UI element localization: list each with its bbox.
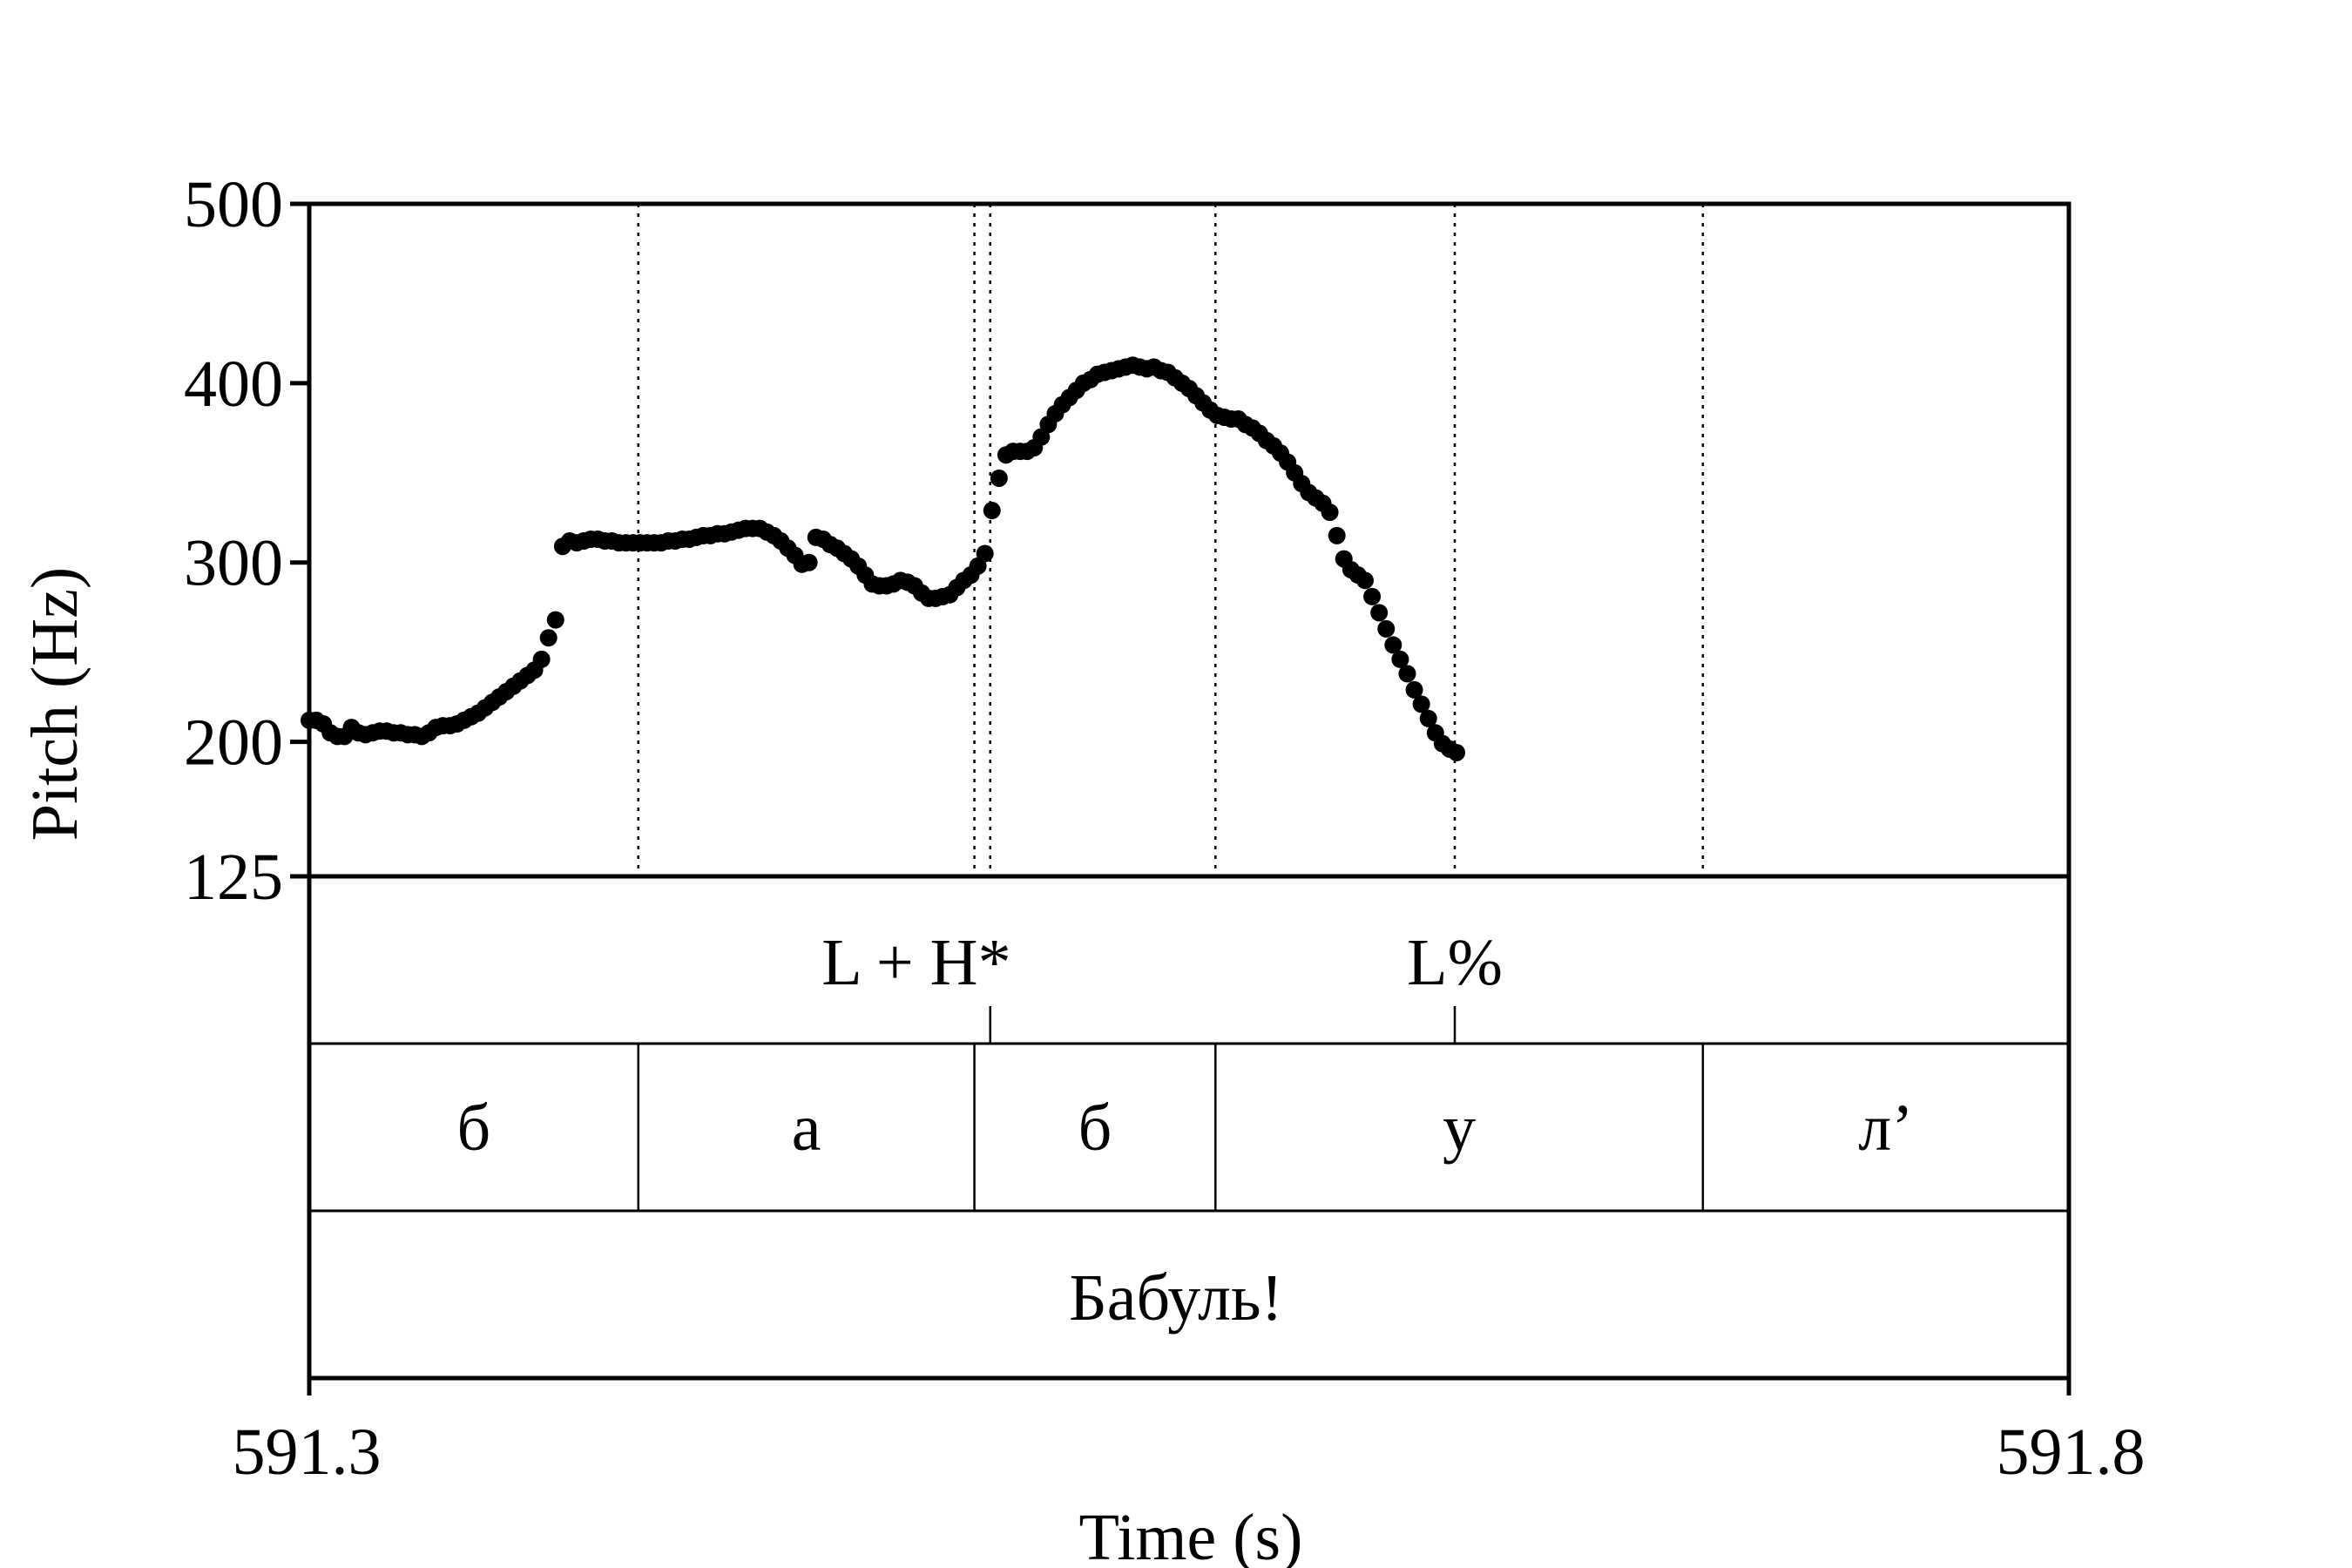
word-label: Бабуль! <box>1069 1261 1283 1335</box>
pitch-point <box>532 650 551 668</box>
pitch-point <box>1398 665 1416 683</box>
pitch-point <box>1391 650 1409 668</box>
y-tick-labels: 500 400 300 200 125 <box>184 168 283 914</box>
x-axis-title: Time (s) <box>1079 1501 1303 1568</box>
pitch-points <box>301 356 1466 761</box>
segment-label: л’ <box>1858 1092 1913 1165</box>
y-axis-ticks <box>290 201 309 879</box>
pitch-point <box>1405 680 1423 699</box>
pitch-point <box>1419 709 1437 727</box>
pitch-point <box>990 469 1008 487</box>
pitch-point <box>1321 504 1339 522</box>
pitch-point <box>1384 636 1402 654</box>
pitch-point <box>1328 526 1346 544</box>
pitch-point <box>539 629 558 647</box>
pitch-point <box>1377 619 1396 638</box>
y-tick-label: 500 <box>184 168 283 241</box>
pitch-point <box>1370 604 1389 622</box>
segment-label: а <box>792 1092 821 1165</box>
y-tick-label: 200 <box>184 706 283 780</box>
pitch-point <box>976 544 994 563</box>
tone-label: L + H* <box>821 926 1010 999</box>
pitch-point <box>1448 743 1466 761</box>
y-axis-title: Pitch (Hz) <box>18 567 91 841</box>
x-tick-label-left: 591.3 <box>233 1416 382 1489</box>
y-tick-label: 400 <box>184 348 283 421</box>
segment-label: у <box>1443 1092 1476 1165</box>
pitch-point <box>800 553 818 571</box>
y-tick-label: 125 <box>184 841 283 914</box>
segment-label: б <box>457 1092 491 1165</box>
pitch-point <box>1356 571 1374 590</box>
pitch-point <box>1412 695 1430 713</box>
tone-tier-labels: L + H* L% <box>821 926 1503 999</box>
pitch-point <box>1363 587 1382 605</box>
pitch-point <box>983 502 1001 520</box>
pitch-panel-frame <box>307 201 2072 879</box>
pitch-point <box>546 611 564 629</box>
segment-boundaries <box>637 204 1705 1211</box>
tone-label: L% <box>1407 926 1503 999</box>
segment-tier-labels: б а б у л’ <box>457 1092 1914 1165</box>
y-tick-label: 300 <box>184 527 283 600</box>
segment-label: б <box>1078 1092 1112 1165</box>
x-tick-label-right: 591.8 <box>1997 1416 2146 1489</box>
